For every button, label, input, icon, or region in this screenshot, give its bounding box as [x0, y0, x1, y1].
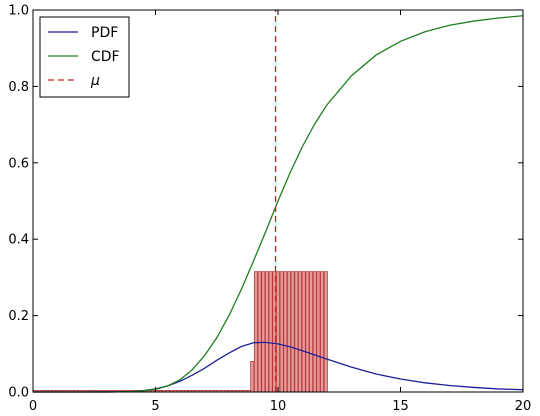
histogram-bar: [264, 271, 269, 393]
histogram-bar: [257, 271, 262, 393]
y-tick-label: 0.0: [8, 386, 29, 401]
histogram-bar: [323, 271, 328, 393]
y-tick-label: 0.4: [8, 233, 29, 248]
axes: 0 5 10 15 20 0.0 0.2 0.4 0.6 0.8 1.0: [8, 4, 531, 415]
histogram-bar: [253, 271, 258, 393]
y-tick-label: 0.8: [8, 80, 29, 95]
x-tick-label: 0: [29, 399, 37, 414]
histogram-bar: [309, 271, 314, 393]
legend-label: PDF: [91, 25, 118, 41]
x-tick-label: 5: [151, 399, 159, 414]
histogram-bar: [276, 271, 280, 393]
x-tick-label: 20: [515, 399, 532, 414]
histogram-bar: [250, 361, 255, 393]
histogram-bar: [279, 271, 284, 393]
histogram-bar: [298, 271, 303, 393]
histogram-bar: [290, 271, 295, 393]
histogram-bar: [301, 271, 306, 393]
histogram-bar: [268, 271, 273, 393]
y-tick-label: 0.2: [8, 309, 29, 324]
histogram-bar: [261, 271, 266, 393]
legend-label: CDF: [91, 49, 120, 65]
histogram-bar: [294, 271, 299, 393]
histogram-bar: [287, 271, 292, 393]
legend-box: [39, 16, 130, 98]
histogram-bar: [316, 271, 321, 393]
y-tick-label: 0.6: [8, 156, 29, 171]
histogram-bar: [320, 271, 325, 393]
histogram-bar: [283, 271, 288, 393]
legend-label: μ: [90, 73, 100, 89]
x-tick-label: 15: [392, 399, 409, 414]
legend: PDF CDF μ: [39, 16, 130, 98]
x-tick-label: 10: [270, 399, 287, 414]
y-tick-label: 1.0: [8, 4, 29, 19]
histogram-bar: [312, 271, 317, 393]
histogram-bar: [305, 271, 310, 393]
